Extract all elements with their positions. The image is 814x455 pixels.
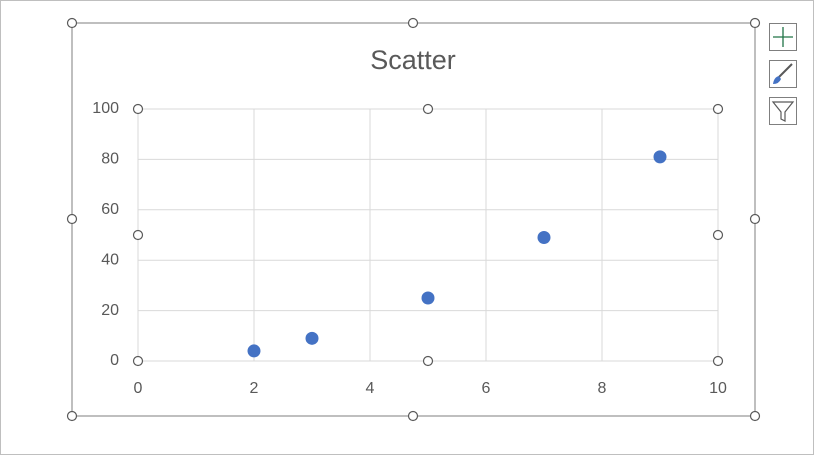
resize-handle[interactable]	[422, 103, 434, 115]
resize-handle[interactable]	[422, 355, 434, 367]
resize-handle[interactable]	[407, 410, 419, 422]
x-tick-label: 6	[482, 380, 491, 397]
x-tick-label: 2	[250, 380, 259, 397]
point	[537, 231, 551, 245]
x-tick-label: 0	[134, 380, 143, 397]
chart-filters-button[interactable]	[769, 97, 797, 125]
point	[653, 150, 667, 164]
point	[305, 331, 319, 345]
y-tick-label: 40	[101, 251, 119, 268]
x-tick-label: 4	[366, 380, 375, 397]
resize-handle[interactable]	[749, 410, 761, 422]
chart-buttons	[769, 23, 797, 125]
x-tick-label: 10	[709, 380, 727, 397]
resize-handle[interactable]	[749, 17, 761, 29]
plot-area: 0 20 40 60 80 100 0 2 4 6 8 10	[92, 100, 727, 397]
y-tick-label: 100	[92, 100, 119, 117]
resize-handle[interactable]	[712, 355, 724, 367]
y-tick-label: 0	[110, 352, 119, 369]
resize-handle[interactable]	[132, 229, 144, 241]
x-tick-label: 8	[598, 380, 607, 397]
resize-handle[interactable]	[407, 17, 419, 29]
resize-handle[interactable]	[712, 229, 724, 241]
chart-styles-button[interactable]	[769, 60, 797, 88]
chart-elements-button[interactable]	[769, 23, 797, 51]
point	[247, 344, 261, 358]
y-tick-label: 20	[101, 302, 119, 319]
resize-handle[interactable]	[66, 410, 78, 422]
resize-handle[interactable]	[132, 103, 144, 115]
y-tick-label: 80	[101, 151, 119, 168]
resize-handle[interactable]	[712, 103, 724, 115]
y-tick-label: 60	[101, 201, 119, 218]
selection-handles	[66, 17, 761, 422]
resize-handle[interactable]	[749, 213, 761, 225]
point	[421, 291, 435, 305]
resize-handle[interactable]	[66, 17, 78, 29]
resize-handle[interactable]	[66, 213, 78, 225]
chart-title: Scatter	[370, 45, 456, 75]
resize-handle[interactable]	[132, 355, 144, 367]
